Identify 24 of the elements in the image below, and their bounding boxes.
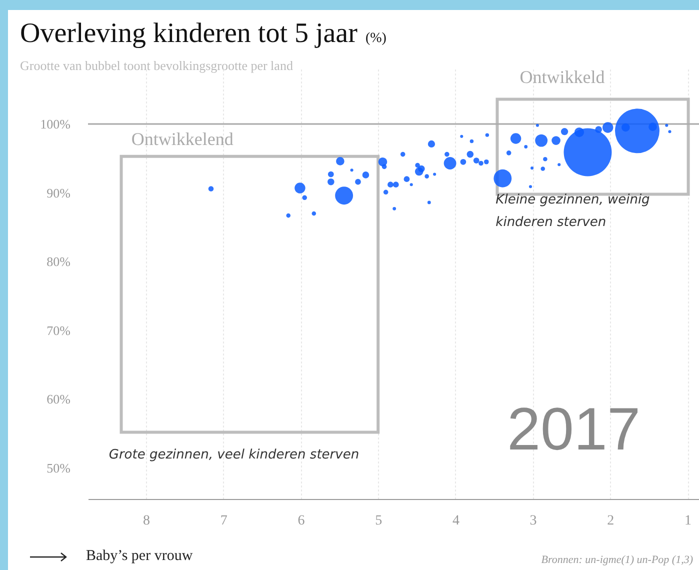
y-tick-label: 80% bbox=[46, 254, 71, 270]
y-tick-label: 70% bbox=[46, 322, 71, 338]
x-tick-label: 2 bbox=[607, 514, 614, 528]
x-tick-label: 8 bbox=[143, 514, 150, 528]
y-tick-label: 90% bbox=[46, 185, 71, 200]
annotation: 2017 bbox=[507, 396, 641, 463]
text: Bronnen: un-igme(1) un-Pop (1,3) bbox=[541, 554, 693, 566]
y-axis-title: (%) bbox=[365, 31, 386, 46]
annotation: Ontwikkeld bbox=[520, 66, 605, 87]
x-tick-label: 1 bbox=[684, 514, 692, 528]
chart-title: Overleving kinderen tot 5 jaar bbox=[20, 18, 358, 49]
x-axis-title: Baby’s per vrouw bbox=[86, 548, 193, 565]
x-tick-label: 7 bbox=[220, 514, 228, 528]
annotation: Kleine gezinnen, weinig kinderen sterven bbox=[496, 192, 650, 230]
annotation: Grote gezinnen, veel kinderen sterven bbox=[108, 447, 360, 462]
x-tick-label: 3 bbox=[530, 514, 537, 528]
chart-subtitle: Grootte van bubbel toont bevolkingsgrootte per land bbox=[20, 58, 293, 74]
x-tick-label: 6 bbox=[298, 514, 305, 528]
x-tick-label: 5 bbox=[375, 514, 382, 528]
y-tick-label: 100% bbox=[40, 116, 71, 132]
y-tick-label: 60% bbox=[46, 392, 71, 407]
y-tick-label: 50% bbox=[46, 460, 71, 476]
annotation: Ontwikkelend bbox=[131, 128, 234, 149]
x-tick-label: 4 bbox=[452, 514, 460, 528]
